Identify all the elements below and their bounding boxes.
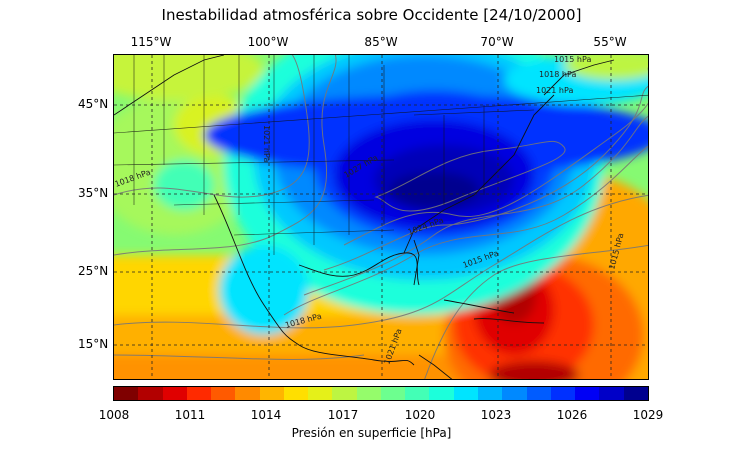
lat-label-15n: 15°N [78, 337, 109, 351]
lon-label-70w: 70°W [480, 35, 514, 49]
colorbar [113, 386, 649, 401]
colorbar-swatch [186, 387, 212, 400]
colorbar-swatch [623, 387, 648, 400]
colorbar-swatch [502, 387, 527, 400]
pressure-field-svg: 1015 hPa 1018 hPa 1021 hPa 1021 hPa 1018… [114, 55, 648, 379]
colorbar-tick: 1023 [480, 408, 512, 422]
colorbar-swatch [380, 387, 406, 400]
colorbar-tick: 1029 [632, 408, 664, 422]
colorbar-swatch [235, 387, 260, 400]
colorbar-swatch [356, 387, 381, 400]
lon-label-100w: 100°W [247, 35, 289, 49]
isobar-label: 1021 hPa [262, 125, 271, 162]
lat-label-25n: 25°N [78, 264, 109, 278]
lat-label-35n: 35°N [78, 186, 109, 200]
map-title: Inestabilidad atmosférica sobre Occident… [161, 6, 582, 24]
lon-label-85w: 85°W [364, 35, 398, 49]
isobar-label: 1018 hPa [539, 70, 576, 79]
colorbar-swatch [162, 387, 187, 400]
pressure-map: 1015 hPa 1018 hPa 1021 hPa 1021 hPa 1018… [113, 54, 649, 380]
colorbar-swatch [526, 387, 551, 400]
state-borders [114, 55, 648, 255]
graticule [114, 55, 648, 379]
colorbar-swatch [283, 387, 309, 400]
colorbar-swatch [550, 387, 576, 400]
isobar-lines [114, 55, 648, 379]
colorbar-tick: 1026 [556, 408, 588, 422]
colorbar-swatch [429, 387, 454, 400]
coastlines [114, 55, 615, 379]
colorbar-swatch [405, 387, 430, 400]
colorbar-tick: 1020 [404, 408, 436, 422]
colorbar-swatch [114, 387, 139, 400]
isobar-label: 1021 hPa [536, 86, 573, 95]
lon-label-115w: 115°W [130, 35, 172, 49]
pressure-zones [114, 55, 648, 379]
colorbar-swatch [308, 387, 333, 400]
lon-label-55w: 55°W [593, 35, 627, 49]
colorbar-tick: 1014 [250, 408, 282, 422]
colorbar-swatch [599, 387, 624, 400]
colorbar-label: Presión en superficie [hPa] [291, 426, 452, 440]
colorbar-swatch [453, 387, 478, 400]
colorbar-tick: 1011 [174, 408, 206, 422]
lat-label-45n: 45°N [78, 97, 109, 111]
colorbar-swatch [211, 387, 236, 400]
isobar-label: 1015 hPa [554, 55, 591, 64]
colorbar-tick: 1008 [98, 408, 130, 422]
colorbar-swatch [575, 387, 600, 400]
colorbar-swatch [138, 387, 163, 400]
colorbar-swatch [477, 387, 503, 400]
colorbar-tick: 1017 [327, 408, 359, 422]
colorbar-swatch [259, 387, 284, 400]
colorbar-swatch [332, 387, 357, 400]
